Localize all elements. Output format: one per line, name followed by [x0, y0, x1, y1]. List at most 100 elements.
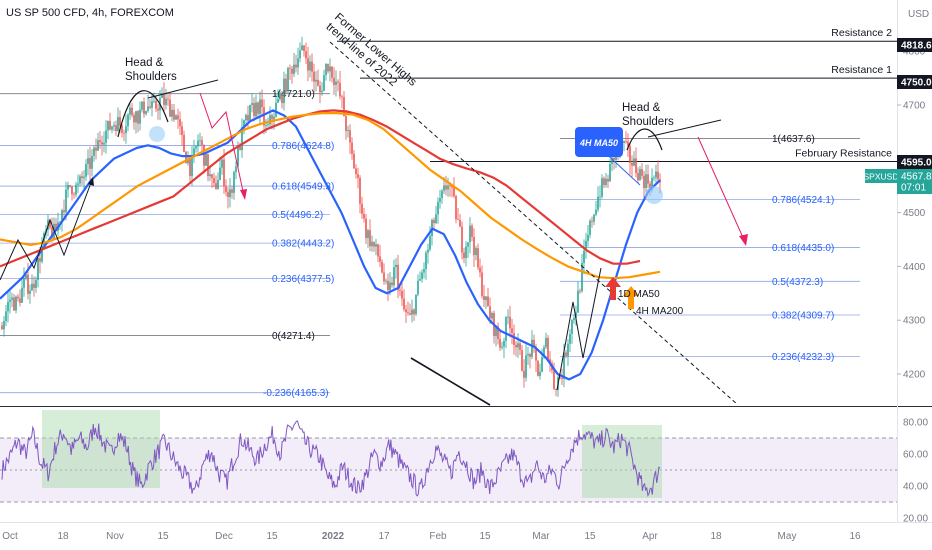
candle [67, 181, 69, 198]
fib-level-label: 0.618(4549.3) [272, 182, 334, 193]
candle [165, 88, 167, 110]
candle-body [229, 189, 231, 198]
rsi-axis[interactable]: 80.00 60.00 40.00 20.00 [903, 418, 928, 525]
candle [407, 301, 409, 316]
candle-body [491, 313, 493, 319]
candle [511, 318, 513, 345]
price-tag-label: 4595.0 [901, 158, 932, 169]
candle [625, 131, 627, 144]
resistance-label: Resistance 2 [831, 27, 892, 39]
candle-body [11, 297, 13, 300]
fib-level-label: 0.5(4372.3) [772, 277, 823, 288]
candle-body [239, 145, 241, 151]
candle-body [249, 105, 251, 121]
candle [83, 170, 85, 189]
candle [285, 73, 287, 94]
candle-body [627, 141, 629, 147]
candle [317, 69, 319, 87]
candle-body [35, 279, 37, 288]
candle [299, 42, 301, 63]
candle [345, 110, 347, 140]
candle-body [489, 306, 491, 319]
candle [161, 87, 163, 99]
candle [365, 213, 367, 244]
candle-body [113, 125, 115, 127]
candle [315, 71, 317, 92]
candle-body [525, 355, 527, 378]
rsi-series [1, 420, 661, 497]
candle [419, 271, 421, 281]
candle-body [369, 230, 371, 247]
candle-body [447, 185, 449, 190]
price-axis-tick-label: 4200 [903, 370, 926, 381]
candle-body [385, 280, 387, 282]
candle [91, 149, 93, 177]
candle [21, 278, 23, 304]
resistance-lines[interactable]: Resistance 2 Resistance 1 February Resista… [337, 27, 897, 162]
candle-body [155, 100, 157, 109]
candle-body [55, 223, 57, 231]
candle [589, 218, 591, 239]
candle [33, 276, 35, 297]
candle [655, 164, 657, 183]
candle [263, 99, 265, 135]
candle-body [527, 353, 529, 356]
candle-body [391, 282, 393, 286]
candle [139, 101, 141, 131]
candle-body [377, 244, 379, 257]
candle [3, 315, 5, 337]
candle-body [427, 249, 429, 253]
candle-body [329, 66, 331, 72]
candle-body [455, 196, 457, 220]
price-pane[interactable] [0, 0, 897, 405]
candle [357, 167, 359, 189]
candle [459, 213, 461, 228]
trendline-dashed[interactable] [329, 41, 739, 406]
candle-body [9, 299, 11, 302]
candle-body [317, 79, 319, 86]
candle [509, 305, 511, 338]
candle [539, 363, 541, 380]
candle-body [119, 117, 121, 126]
candle [321, 82, 323, 96]
candle [499, 329, 501, 351]
candle-body [307, 58, 309, 71]
candle-body [453, 187, 455, 197]
time-axis-tick-label: Oct [2, 531, 18, 542]
candle-body [187, 159, 189, 164]
candle-body [221, 159, 223, 168]
candle [141, 101, 143, 113]
candle-body [235, 166, 237, 173]
candle [203, 144, 205, 174]
candle [245, 113, 247, 126]
candle [515, 341, 517, 357]
candle-body [269, 115, 271, 125]
candle-body [241, 127, 243, 151]
candle-body [643, 175, 645, 189]
candle [15, 295, 17, 314]
time-axis[interactable]: Oct 18 Nov 15 Dec 15 2022 17 Feb 15 Mar 15 Apr 18 May 1… [2, 531, 861, 542]
neckline-right [647, 119, 722, 138]
candle-body [543, 347, 545, 358]
candle [595, 200, 597, 217]
candle-body [133, 115, 135, 123]
annotation-head-shoulders-left: Shoulders [125, 71, 177, 83]
candle-body [425, 252, 427, 270]
candle [455, 194, 457, 224]
candle [605, 172, 607, 188]
candle-body [65, 189, 67, 213]
drawings[interactable] [0, 41, 748, 406]
candle-body [393, 267, 395, 286]
candle [235, 161, 237, 180]
fib-retracement-right[interactable]: 1(4637.6) 0.786(4524.1) 0.618(4435.0) 0.5(4… [560, 134, 860, 363]
candle-body [445, 185, 447, 190]
candle [387, 273, 389, 302]
price-axis-unit: USD [908, 9, 929, 20]
head-shoulders-arc-left [117, 90, 169, 138]
candle [537, 360, 539, 377]
candle-body [277, 99, 279, 103]
candle-body [151, 101, 153, 108]
candle-body [411, 309, 413, 315]
